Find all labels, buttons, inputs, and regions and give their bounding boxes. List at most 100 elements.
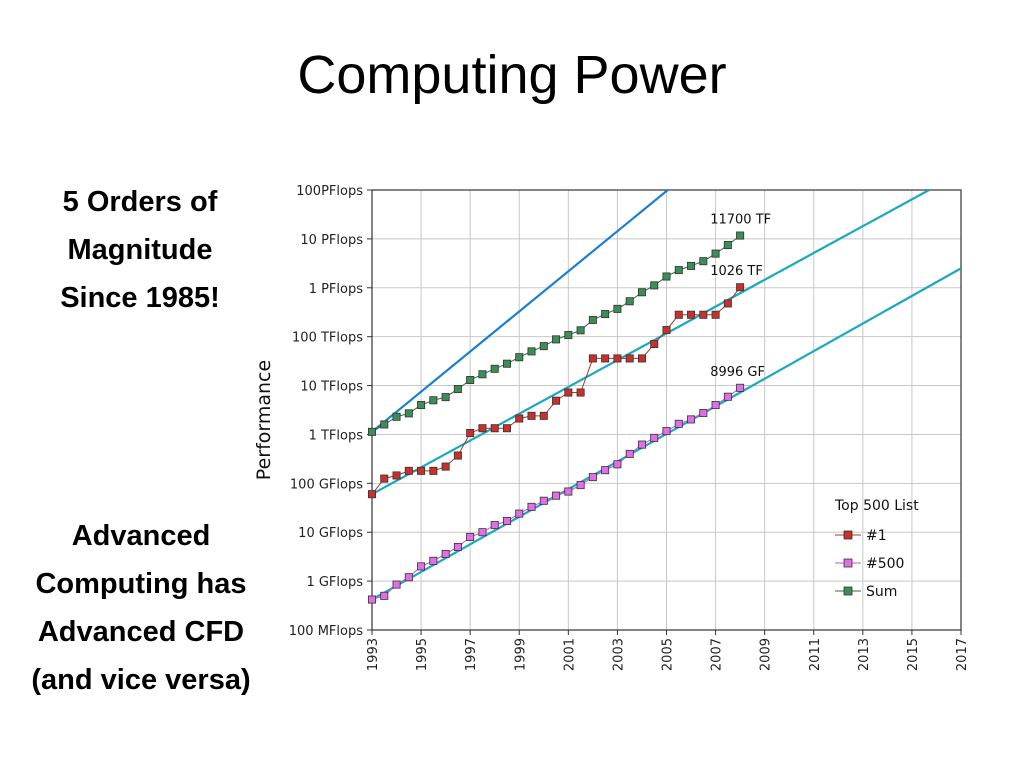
x-tick-label: 2003: [611, 638, 626, 671]
data-point: [687, 415, 696, 424]
left-bottom-line: Advanced CFD: [37, 616, 245, 648]
data-point: [380, 474, 389, 483]
data-point: [564, 487, 573, 496]
legend-title: Top 500 List: [834, 498, 919, 514]
x-tick-label: 2007: [710, 638, 725, 671]
legend-label: #500: [866, 556, 904, 572]
data-point: [564, 331, 573, 340]
data-point: [699, 409, 708, 418]
data-label: 1026 TF: [710, 264, 763, 279]
data-point: [736, 383, 745, 392]
data-point: [441, 549, 450, 558]
data-point: [687, 310, 696, 319]
data-point: [515, 414, 524, 423]
data-point: [502, 359, 511, 368]
data-point: [490, 364, 499, 373]
data-point: [527, 347, 536, 356]
data-point: [552, 491, 561, 500]
data-point: [650, 340, 659, 349]
data-point: [367, 595, 376, 604]
data-point: [466, 532, 475, 541]
legend-label: Sum: [866, 584, 897, 600]
data-point: [490, 521, 499, 530]
x-tick-label: 1993: [366, 638, 381, 671]
data-point: [453, 385, 462, 394]
data-point: [662, 272, 671, 281]
data-point: [367, 490, 376, 499]
data-point: [466, 429, 475, 438]
data-point: [588, 473, 597, 482]
x-tick-label: 2011: [808, 638, 823, 671]
data-point: [417, 466, 426, 475]
data-point: [625, 297, 634, 306]
legend-label: #1: [866, 528, 887, 544]
legend-marker: [843, 558, 853, 568]
data-point: [429, 396, 438, 405]
data-point: [699, 257, 708, 266]
data-point: [404, 466, 413, 475]
data-point: [650, 281, 659, 290]
data-point: [674, 266, 683, 275]
data-point: [392, 471, 401, 480]
data-point: [625, 354, 634, 363]
data-point: [674, 419, 683, 428]
trend-line: [372, 190, 670, 433]
data-point: [637, 440, 646, 449]
data-point: [539, 411, 548, 420]
y-tick-label: 10 GFlops: [298, 526, 363, 541]
data-point: [736, 231, 745, 240]
data-point: [723, 392, 732, 401]
data-point: [429, 466, 438, 475]
data-point: [650, 433, 659, 442]
data-point: [576, 326, 585, 335]
y-tick-label: 100 TFlops: [292, 331, 363, 346]
left-top-line: Magnitude: [67, 234, 213, 266]
data-label: 8996 GF: [710, 365, 765, 380]
left-bottom-line: Computing has: [35, 568, 247, 600]
slide-title: Computing Power: [297, 45, 727, 105]
data-point: [392, 412, 401, 421]
data-point: [711, 401, 720, 410]
data-point: [613, 354, 622, 363]
data-point: [417, 401, 426, 410]
x-tick-label: 1999: [513, 638, 528, 671]
data-point: [576, 481, 585, 490]
legend-marker: [843, 530, 853, 540]
x-tick-label: 2009: [759, 638, 774, 671]
data-point: [601, 310, 610, 319]
y-tick-label: 1 GFlops: [306, 575, 363, 590]
y-tick-label: 1 TFlops: [309, 428, 364, 443]
data-point: [478, 528, 487, 537]
y-tick-label: 100 MFlops: [289, 624, 363, 639]
left-bottom-line: (and vice versa): [31, 664, 251, 696]
data-point: [711, 249, 720, 258]
data-point: [588, 354, 597, 363]
y-tick-label: 1 PFlops: [309, 282, 364, 297]
x-tick-label: 2015: [906, 638, 921, 671]
y-tick-label: 100 GFlops: [290, 477, 363, 492]
data-point: [613, 460, 622, 469]
data-point: [637, 288, 646, 297]
data-point: [723, 299, 732, 308]
data-point: [392, 580, 401, 589]
data-point: [429, 556, 438, 565]
data-point: [453, 542, 462, 551]
data-point: [723, 240, 732, 249]
x-tick-label: 2005: [661, 638, 676, 671]
data-point: [564, 388, 573, 397]
data-point: [527, 411, 536, 420]
data-point: [478, 370, 487, 379]
data-point: [674, 310, 683, 319]
data-point: [502, 424, 511, 433]
data-point: [466, 375, 475, 384]
left-bottom-line: Advanced: [71, 520, 211, 552]
performance-chart: 100 MFlops 1 GFlops 10 GFlops 100 GFlops 1 T…: [253, 184, 970, 671]
data-point: [453, 451, 462, 460]
data-point: [699, 310, 708, 319]
y-axis-label: Performance: [253, 360, 275, 480]
data-point: [404, 573, 413, 582]
data-point: [527, 502, 536, 511]
data-point: [613, 304, 622, 313]
data-point: [441, 462, 450, 471]
data-point: [625, 449, 634, 458]
